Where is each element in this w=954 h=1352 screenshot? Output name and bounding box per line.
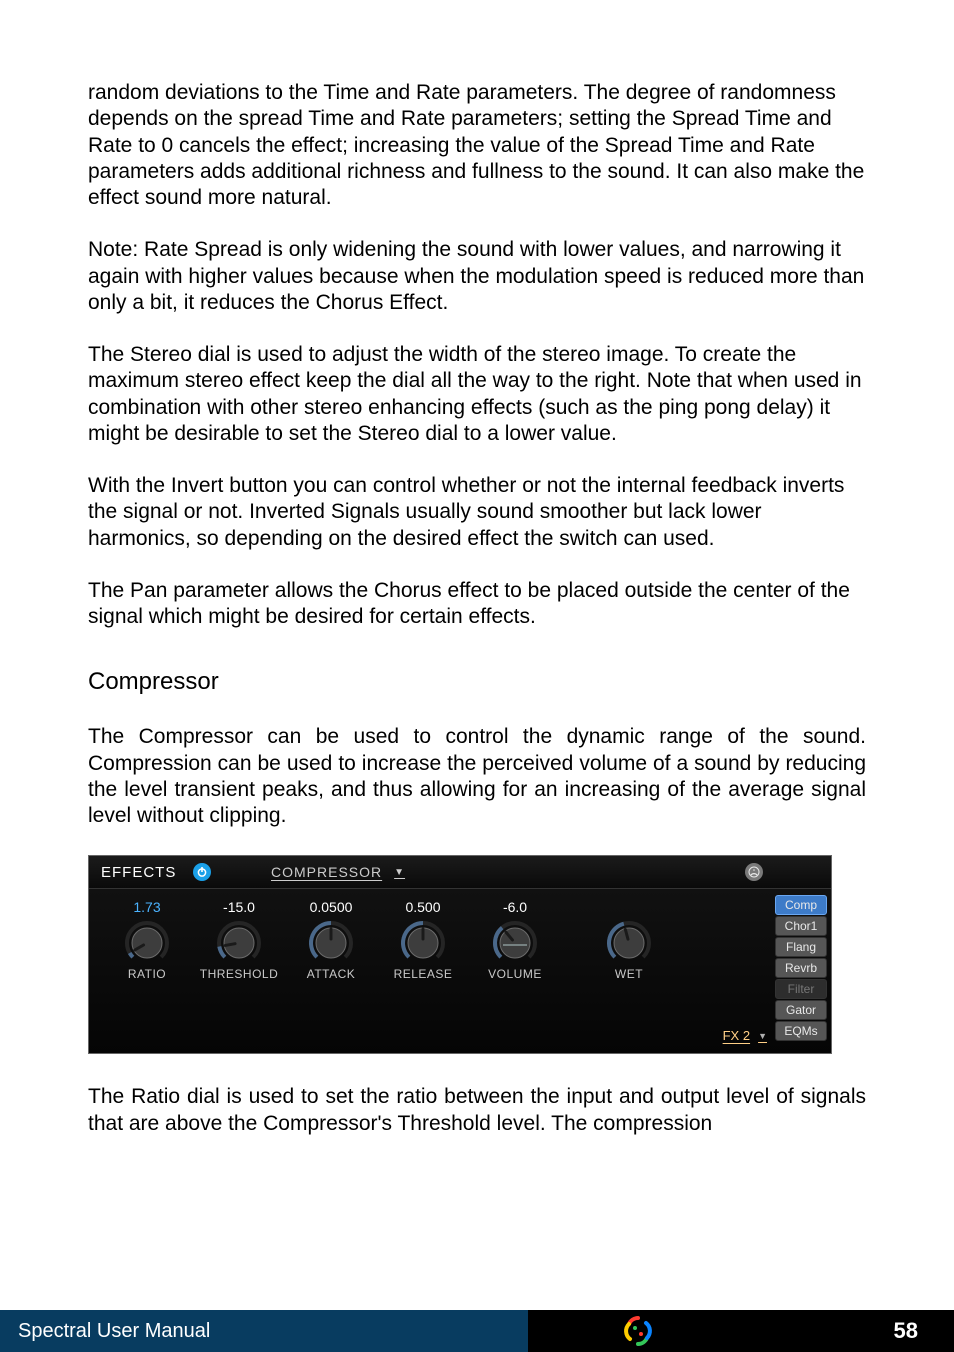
knob-label: ATTACK bbox=[285, 967, 377, 981]
fx-tab-flang[interactable]: Flang bbox=[775, 937, 827, 957]
knob-dial[interactable] bbox=[583, 917, 675, 965]
paragraph-ratio: The Ratio dial is used to set the ratio … bbox=[88, 1084, 866, 1137]
fx-tab-filter: Filter bbox=[775, 979, 827, 999]
midi-learn-button[interactable] bbox=[745, 863, 763, 881]
fx-tab-eqms[interactable]: EQMs bbox=[775, 1021, 827, 1041]
effects-panel-header: EFFECTS COMPRESSOR ▼ bbox=[89, 856, 831, 889]
knob-dial[interactable] bbox=[101, 917, 193, 965]
fx-tab-chor1[interactable]: Chor1 bbox=[775, 916, 827, 936]
knob-ratio[interactable]: 1.73 RATIO bbox=[101, 899, 193, 981]
fx-tab-revrb[interactable]: Revrb bbox=[775, 958, 827, 978]
paragraph-spread: random deviations to the Time and Rate p… bbox=[88, 80, 866, 211]
effect-type-label: COMPRESSOR bbox=[271, 864, 382, 880]
paragraph-rate-spread-note: Note: Rate Spread is only widening the s… bbox=[88, 237, 866, 316]
effects-panel: EFFECTS COMPRESSOR ▼ 1.73 bbox=[88, 855, 832, 1054]
knob-dial[interactable] bbox=[193, 917, 285, 965]
footer-logo-area bbox=[528, 1310, 748, 1352]
paragraph-compressor-intro: The Compressor can be used to control th… bbox=[88, 724, 866, 829]
fx-tab-comp[interactable]: Comp bbox=[775, 895, 827, 915]
knob-dial[interactable] bbox=[377, 917, 469, 965]
effect-type-selector[interactable]: COMPRESSOR ▼ bbox=[271, 864, 405, 880]
knob-value: 1.73 bbox=[101, 899, 193, 915]
knob-wet[interactable]: WET bbox=[583, 899, 675, 981]
effects-title: EFFECTS bbox=[101, 864, 193, 881]
spectral-logo-icon bbox=[621, 1314, 655, 1348]
effects-panel-body: 1.73 RATIO-15.0 THRESHOLD0.0500 ATTACK0.… bbox=[89, 889, 831, 1053]
knob-label: RELEASE bbox=[377, 967, 469, 981]
knob-release[interactable]: 0.500 RELEASE bbox=[377, 899, 469, 981]
power-button[interactable] bbox=[193, 863, 211, 881]
knob-dial[interactable] bbox=[469, 917, 561, 965]
knob-label: VOLUME bbox=[469, 967, 561, 981]
knob-value: 0.0500 bbox=[285, 899, 377, 915]
paragraph-invert: With the Invert button you can control w… bbox=[88, 473, 866, 552]
midi-plug-icon bbox=[748, 866, 760, 878]
knob-value bbox=[583, 899, 675, 915]
knob-threshold[interactable]: -15.0 THRESHOLD bbox=[193, 899, 285, 981]
knob-value: -6.0 bbox=[469, 899, 561, 915]
fx-slot-label: FX 2 bbox=[723, 1028, 750, 1043]
dropdown-triangle-icon: ▼ bbox=[394, 867, 405, 878]
knob-label: THRESHOLD bbox=[193, 967, 285, 981]
page-content: random deviations to the Time and Rate p… bbox=[0, 0, 954, 1310]
fx-slot-selector[interactable]: FX 2 ▼ bbox=[723, 1028, 767, 1043]
page-footer: Spectral User Manual 58 bbox=[0, 1310, 954, 1352]
knob-label: RATIO bbox=[101, 967, 193, 981]
footer-title: Spectral User Manual bbox=[0, 1310, 528, 1352]
effect-slot-tabs: CompChor1FlangRevrbFilterGatorEQMs bbox=[775, 895, 827, 1041]
dropdown-triangle-icon: ▼ bbox=[758, 1031, 767, 1041]
footer-page-number: 58 bbox=[748, 1310, 954, 1352]
fx-tab-gator[interactable]: Gator bbox=[775, 1000, 827, 1020]
knob-dial[interactable] bbox=[285, 917, 377, 965]
power-icon bbox=[196, 866, 208, 878]
knob-label: WET bbox=[583, 967, 675, 981]
paragraph-pan: The Pan parameter allows the Chorus effe… bbox=[88, 578, 866, 631]
paragraph-stereo: The Stereo dial is used to adjust the wi… bbox=[88, 342, 866, 447]
knob-value: -15.0 bbox=[193, 899, 285, 915]
knob-volume[interactable]: -6.0 VOLUME bbox=[469, 899, 561, 981]
section-heading-compressor: Compressor bbox=[88, 668, 866, 696]
knob-attack[interactable]: 0.0500 ATTACK bbox=[285, 899, 377, 981]
knob-value: 0.500 bbox=[377, 899, 469, 915]
knob-row: 1.73 RATIO-15.0 THRESHOLD0.0500 ATTACK0.… bbox=[89, 899, 831, 981]
